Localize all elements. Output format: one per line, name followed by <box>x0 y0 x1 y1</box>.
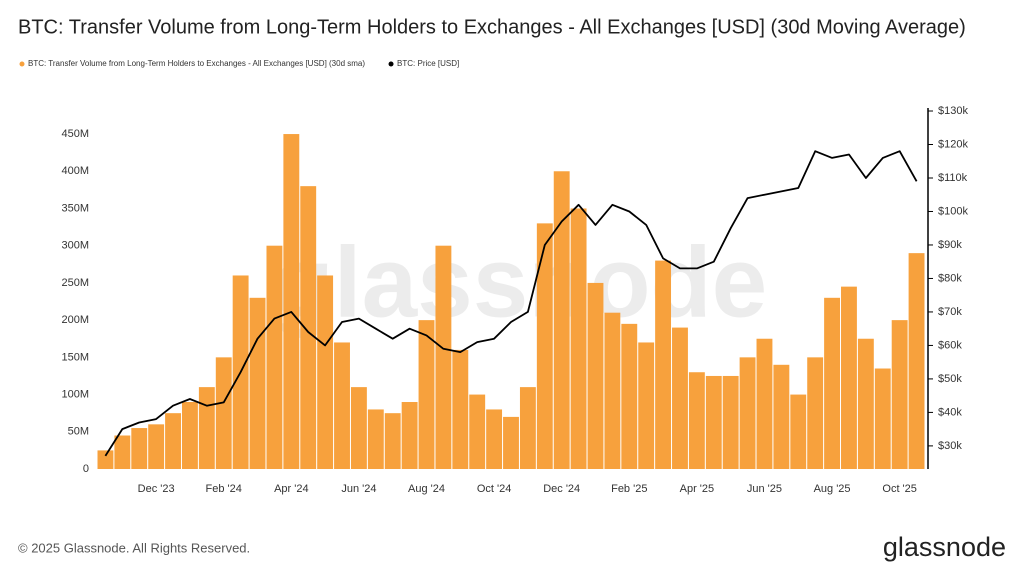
x-tick-label: Aug '24 <box>408 483 445 495</box>
bar <box>215 357 232 469</box>
bar <box>756 338 773 469</box>
legend-marker <box>19 61 25 67</box>
x-tick-label: Jun '25 <box>747 483 782 495</box>
bar <box>519 387 536 469</box>
bar <box>604 312 621 469</box>
bar <box>384 413 401 469</box>
bar <box>469 394 486 469</box>
bar <box>452 349 469 469</box>
y2-tick-label: $50k <box>938 373 962 385</box>
bar <box>857 338 874 469</box>
y2-tick-label: $80k <box>938 272 962 284</box>
x-tick-label: Oct '25 <box>882 483 917 495</box>
bar <box>503 416 519 469</box>
bar <box>739 357 756 469</box>
y-tick-label: 0 <box>83 463 89 475</box>
x-tick-label: Oct '24 <box>477 483 512 495</box>
y-tick-label: 100M <box>61 388 89 400</box>
bar <box>570 208 587 469</box>
y2-tick-label: $40k <box>938 406 962 418</box>
y-tick-label: 400M <box>61 165 89 177</box>
bar <box>97 450 114 469</box>
bar <box>435 245 452 469</box>
y-tick-label: 350M <box>61 202 89 214</box>
y-tick-label: 250M <box>61 277 89 289</box>
x-tick-label: Jun '24 <box>341 483 376 495</box>
y2-tick-label: $120k <box>938 138 968 150</box>
y-tick-label: 200M <box>61 314 89 326</box>
y2-tick-label: $30k <box>938 440 962 452</box>
x-tick-label: Dec '23 <box>138 483 175 495</box>
bar <box>249 297 266 469</box>
bar <box>874 368 891 469</box>
y2-tick-label: $70k <box>938 306 962 318</box>
bar <box>181 402 198 469</box>
bar <box>148 424 165 469</box>
bar <box>655 260 672 469</box>
x-tick-label: Aug '25 <box>814 483 851 495</box>
chart-title: BTC: Transfer Volume from Long-Term Hold… <box>18 16 966 38</box>
x-tick-label: Feb '25 <box>611 483 647 495</box>
bar <box>587 282 604 469</box>
y-tick-label: 300M <box>61 240 89 252</box>
y2-tick-label: $130k <box>938 105 968 117</box>
bar <box>198 387 215 469</box>
bar <box>300 186 317 469</box>
bar <box>418 320 435 469</box>
bar <box>131 428 148 469</box>
bar <box>841 286 857 469</box>
y2-tick-label: $100k <box>938 205 968 217</box>
bar <box>114 435 131 469</box>
bar <box>621 323 638 469</box>
bar <box>688 372 705 469</box>
x-tick-label: Dec '24 <box>543 483 580 495</box>
bar <box>553 171 570 469</box>
y2-tick-label: $90k <box>938 239 962 251</box>
y2-tick-label: $110k <box>938 172 968 184</box>
bar <box>705 375 722 469</box>
bar <box>317 275 334 469</box>
y-tick-label: 50M <box>68 426 89 438</box>
bar <box>367 409 384 469</box>
y-tick-label: 150M <box>61 351 89 363</box>
bar <box>672 327 688 469</box>
x-tick-label: Feb '24 <box>206 483 242 495</box>
bar <box>773 364 790 469</box>
legend-label: BTC: Price [USD] <box>397 59 459 68</box>
logo: glassnode <box>883 532 1006 562</box>
footer: © 2025 Glassnode. All Rights Reserved. <box>18 540 250 555</box>
bar <box>165 413 181 469</box>
bar <box>283 134 300 469</box>
bar <box>722 375 739 469</box>
y2-tick-label: $60k <box>938 339 962 351</box>
price-line <box>104 150 918 457</box>
x-tick-label: Apr '24 <box>274 483 309 495</box>
legend-marker <box>388 61 394 67</box>
bar <box>350 387 367 469</box>
bar <box>790 394 807 469</box>
bar <box>266 245 283 469</box>
bar <box>824 297 841 469</box>
y-tick-label: 450M <box>61 128 89 140</box>
bar <box>334 342 350 469</box>
x-tick-label: Apr '25 <box>680 483 715 495</box>
bar <box>401 402 418 469</box>
bar <box>807 357 824 469</box>
bar <box>536 223 553 469</box>
bar <box>891 320 908 469</box>
legend-label: BTC: Transfer Volume from Long-Term Hold… <box>28 59 365 68</box>
bar <box>486 409 503 469</box>
bar <box>908 253 925 469</box>
bar <box>638 342 655 469</box>
